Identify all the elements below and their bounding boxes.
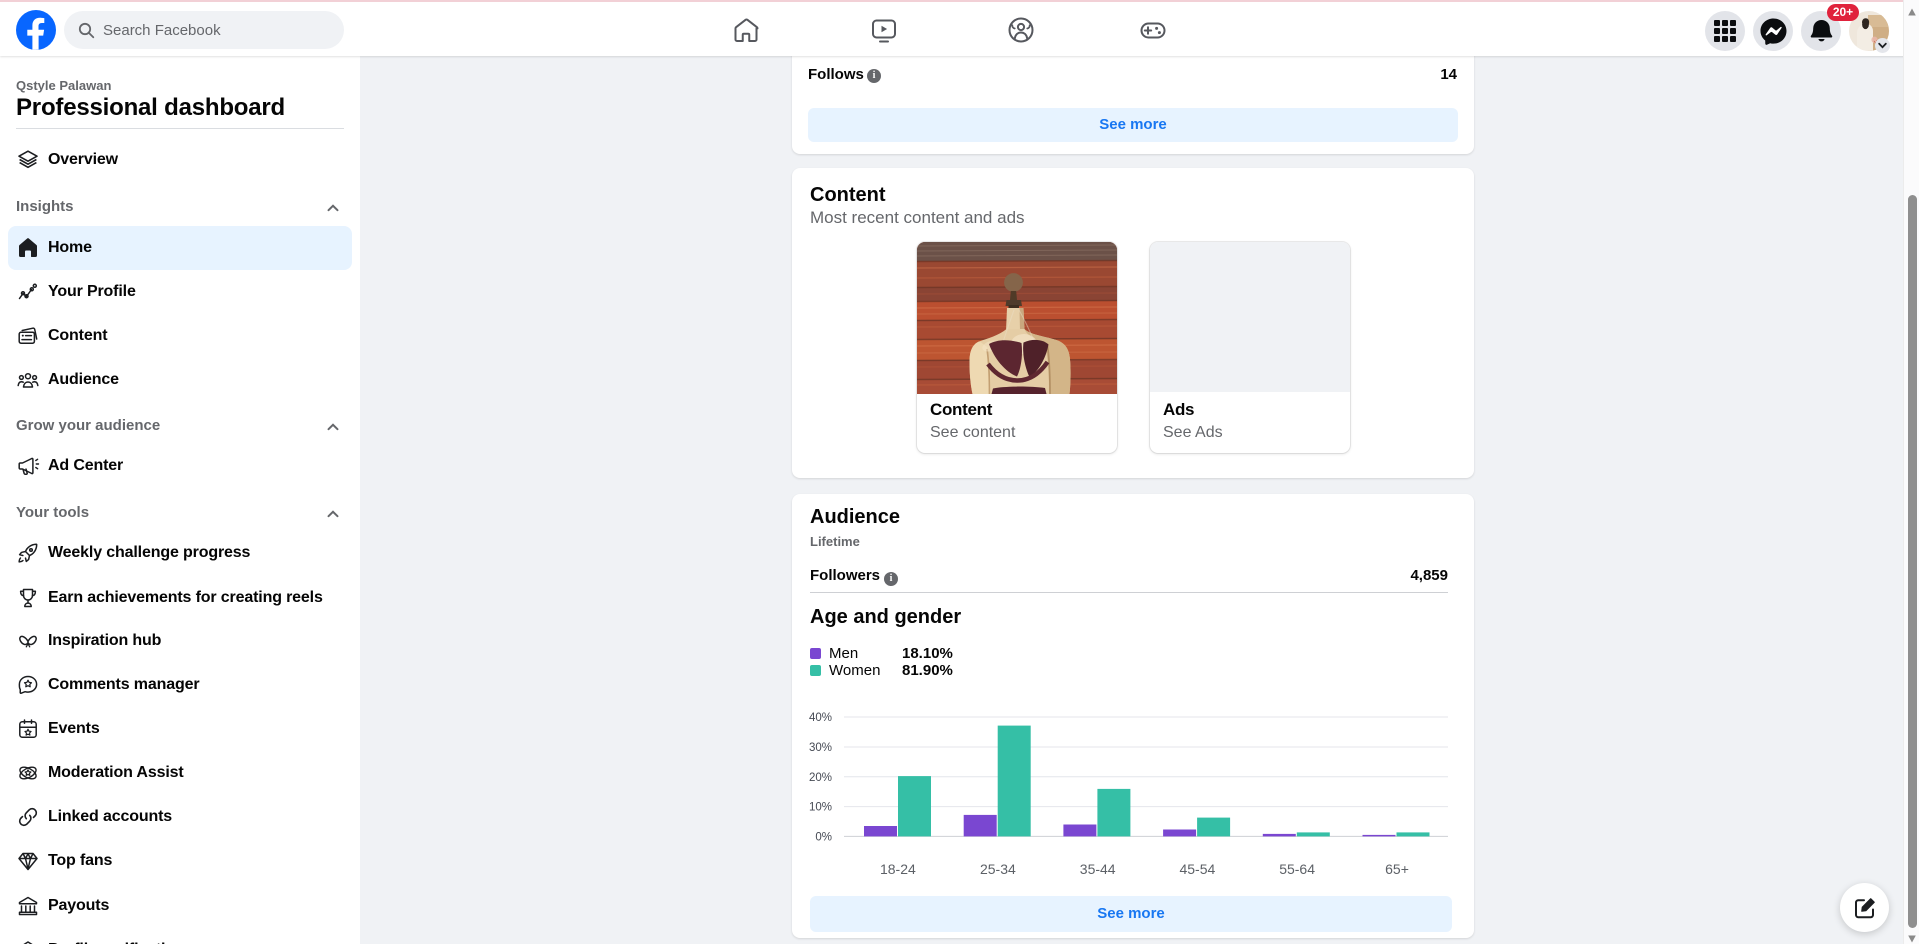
svg-text:35-44: 35-44: [1080, 861, 1116, 877]
svg-text:25-34: 25-34: [980, 861, 1016, 877]
svg-text:30%: 30%: [809, 742, 832, 754]
svg-text:0%: 0%: [815, 831, 832, 843]
svg-text:40%: 40%: [809, 712, 832, 724]
svg-text:18-24: 18-24: [880, 861, 916, 877]
svg-text:55-64: 55-64: [1279, 861, 1315, 877]
svg-text:65+: 65+: [1385, 861, 1409, 877]
svg-text:20%: 20%: [809, 772, 832, 784]
svg-text:45-54: 45-54: [1179, 861, 1215, 877]
svg-text:10%: 10%: [809, 802, 832, 814]
